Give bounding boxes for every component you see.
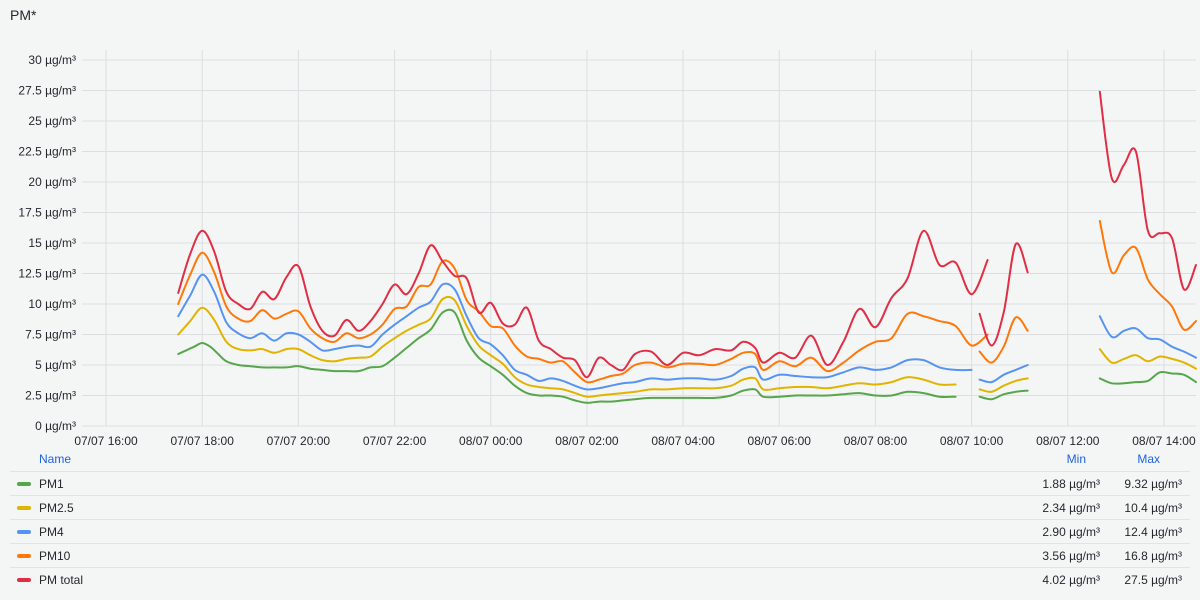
series-line-segment [177, 229, 989, 379]
legend-series-name[interactable]: PM10 [39, 549, 71, 563]
series-line-segment [1098, 220, 1197, 331]
series-pm1 [177, 308, 1197, 404]
legend-swatch [17, 578, 31, 582]
series-line-segment [1098, 348, 1197, 370]
x-tick-label: 08/07 12:00 [1036, 434, 1100, 448]
y-tick-label: 0 µg/m³ [35, 419, 76, 433]
y-tick-label: 22.5 µg/m³ [18, 145, 76, 159]
legend-min-value: 2.90 µg/m³ [1042, 525, 1100, 539]
legend-swatch [17, 554, 31, 558]
series-line-segment [978, 389, 1029, 401]
series-pm4 [177, 273, 1197, 391]
pm-line-chart: 0 µg/m³ 2.5 µg/m³ 5 µg/m³ 7.5 µg/m³ 10 µg/m³… [18, 50, 1197, 448]
y-tick-label: 30 µg/m³ [28, 53, 76, 67]
legend-min-value: 1.88 µg/m³ [1042, 477, 1100, 491]
legend-series-name[interactable]: PM2.5 [39, 501, 74, 515]
legend-header: Name Min Max [10, 449, 1190, 471]
y-tick-label: 12.5 µg/m³ [18, 267, 76, 281]
series-line-segment [1098, 315, 1197, 359]
legend-max-value: 16.8 µg/m³ [1124, 549, 1182, 563]
y-tick-label: 17.5 µg/m³ [18, 206, 76, 220]
y-tick-label: 20 µg/m³ [28, 175, 76, 189]
x-tick-label: 07/07 18:00 [171, 434, 235, 448]
y-tick-label: 15 µg/m³ [28, 236, 76, 250]
legend-min-value: 4.02 µg/m³ [1042, 573, 1100, 587]
y-tick-label: 25 µg/m³ [28, 114, 76, 128]
legend-min-value: 2.34 µg/m³ [1042, 501, 1100, 515]
legend-max-value: 27.5 µg/m³ [1124, 573, 1182, 587]
x-tick-label: 08/07 14:00 [1132, 434, 1196, 448]
legend-min-value: 3.56 µg/m³ [1042, 549, 1100, 563]
legend-row-pm2-5[interactable]: PM2.5 2.34 µg/m³ 10.4 µg/m³ [10, 495, 1190, 519]
x-tick-label: 08/07 10:00 [940, 434, 1004, 448]
legend-max-value: 10.4 µg/m³ [1124, 501, 1182, 515]
legend-swatch [17, 530, 31, 534]
y-tick-label: 10 µg/m³ [28, 297, 76, 311]
series-line-segment [1098, 90, 1197, 291]
panel-title: PM* [10, 7, 37, 23]
series-line-segment [177, 295, 957, 398]
y-tick-label: 7.5 µg/m³ [25, 328, 76, 342]
series-line-segment [177, 251, 989, 384]
legend-max-value: 12.4 µg/m³ [1124, 525, 1182, 539]
series-pm2-5 [177, 295, 1197, 398]
legend-row-pm1[interactable]: PM1 1.88 µg/m³ 9.32 µg/m³ [10, 471, 1190, 495]
x-tick-label: 08/07 08:00 [844, 434, 908, 448]
x-tick-label: 07/07 16:00 [74, 434, 138, 448]
series-pm10 [177, 220, 1197, 384]
legend-swatch [17, 482, 31, 486]
series-line-segment [177, 273, 973, 391]
legend-row-pm4[interactable]: PM4 2.90 µg/m³ 12.4 µg/m³ [10, 519, 1190, 543]
series-pm-total [177, 90, 1197, 379]
legend-header-name[interactable]: Name [39, 452, 72, 466]
x-tick-label: 08/07 06:00 [748, 434, 812, 448]
legend-max-value: 9.32 µg/m³ [1124, 477, 1182, 491]
x-tick-label: 08/07 04:00 [651, 434, 715, 448]
series-line-segment [978, 316, 1029, 364]
y-tick-label: 2.5 µg/m³ [25, 389, 76, 403]
legend-row-pm10[interactable]: PM10 3.56 µg/m³ 16.8 µg/m³ [10, 543, 1190, 567]
legend-table: Name Min Max PM1 1.88 µg/m³ 9.32 µg/m³ P… [10, 449, 1190, 591]
x-tick-label: 07/07 22:00 [363, 434, 427, 448]
series-line-segment [1098, 370, 1197, 385]
legend-series-name[interactable]: PM total [39, 573, 84, 587]
legend-series-name[interactable]: PM4 [39, 525, 64, 539]
series-line-segment [978, 364, 1029, 384]
legend-row-pm-total[interactable]: PM total 4.02 µg/m³ 27.5 µg/m³ [10, 567, 1190, 591]
x-tick-label: 07/07 20:00 [267, 434, 331, 448]
x-tick-label: 08/07 00:00 [459, 434, 523, 448]
legend-swatch [17, 506, 31, 510]
legend-series-name[interactable]: PM1 [39, 477, 64, 491]
series-line-segment [978, 377, 1029, 393]
legend-header-min[interactable]: Min [1066, 452, 1086, 466]
y-tick-label: 27.5 µg/m³ [18, 84, 76, 98]
legend-header-max[interactable]: Max [1137, 452, 1160, 466]
series-line-segment [177, 308, 957, 404]
y-tick-label: 5 µg/m³ [35, 358, 76, 372]
series-line-segment [978, 242, 1029, 347]
x-tick-label: 08/07 02:00 [555, 434, 619, 448]
